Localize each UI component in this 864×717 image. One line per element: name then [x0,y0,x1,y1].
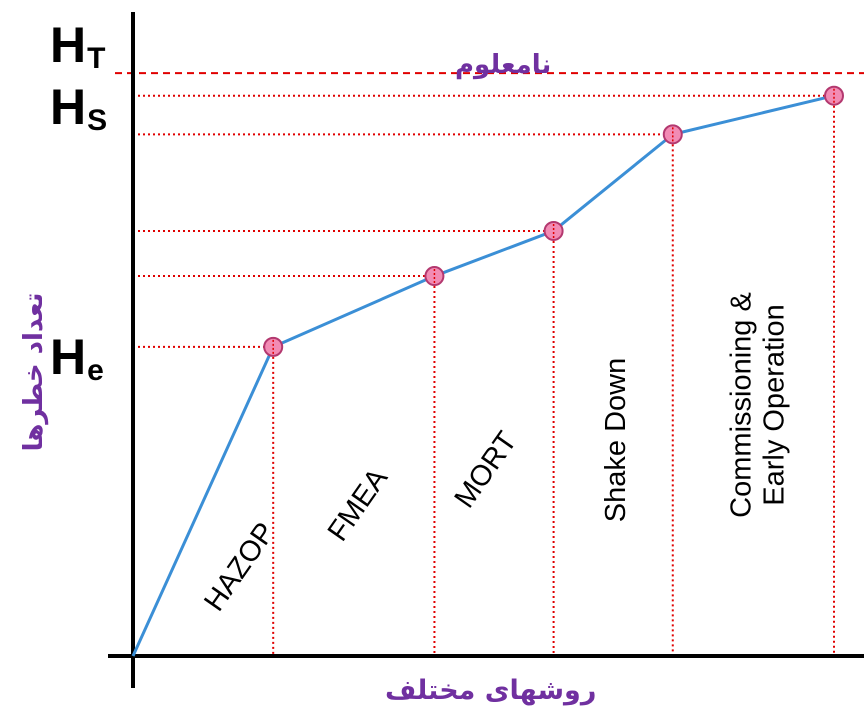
method-label-4-line-0: Commissioning & [725,292,757,518]
method-label-4-line-1: Early Operation [759,304,791,506]
method-label-group-1: FMEA [322,462,395,547]
method-label-0-line-0: HAZOP [198,517,282,617]
y-axis-label: تعداد خطرها [19,292,49,452]
h-t-letter: H [50,17,87,73]
h-e-label: He [50,332,104,386]
h-t-subscript: T [87,42,106,75]
unknown-label: نامعلوم [455,50,552,80]
h-s-letter: H [50,79,87,135]
method-label-group-0: HAZOP [198,517,282,617]
method-label-1-line-0: FMEA [322,462,395,547]
h-e-subscript: e [87,354,104,387]
method-label-group-3: Shake Down [600,358,632,522]
x-axis-label: روشهای مختلف [385,675,597,706]
data-points [263,85,844,357]
method-label-2-line-0: MORT [449,426,524,514]
data-point-1 [263,336,284,357]
h-t-label: HT [50,20,105,74]
data-point-5 [824,85,844,106]
h-s-label: HS [50,82,107,136]
method-label-3-line-0: Shake Down [600,358,632,522]
hazard-curve [131,94,835,657]
data-point-2 [424,266,445,287]
axes [108,12,864,688]
method-label-group-2: MORT [449,426,524,514]
h-s-subscript: S [87,104,108,137]
data-point-4 [662,124,683,145]
method-label-group-4: Commissioning & Early Operation [725,292,790,518]
guide-lines [115,72,864,656]
data-point-3 [543,220,564,241]
h-e-letter: H [50,329,87,385]
